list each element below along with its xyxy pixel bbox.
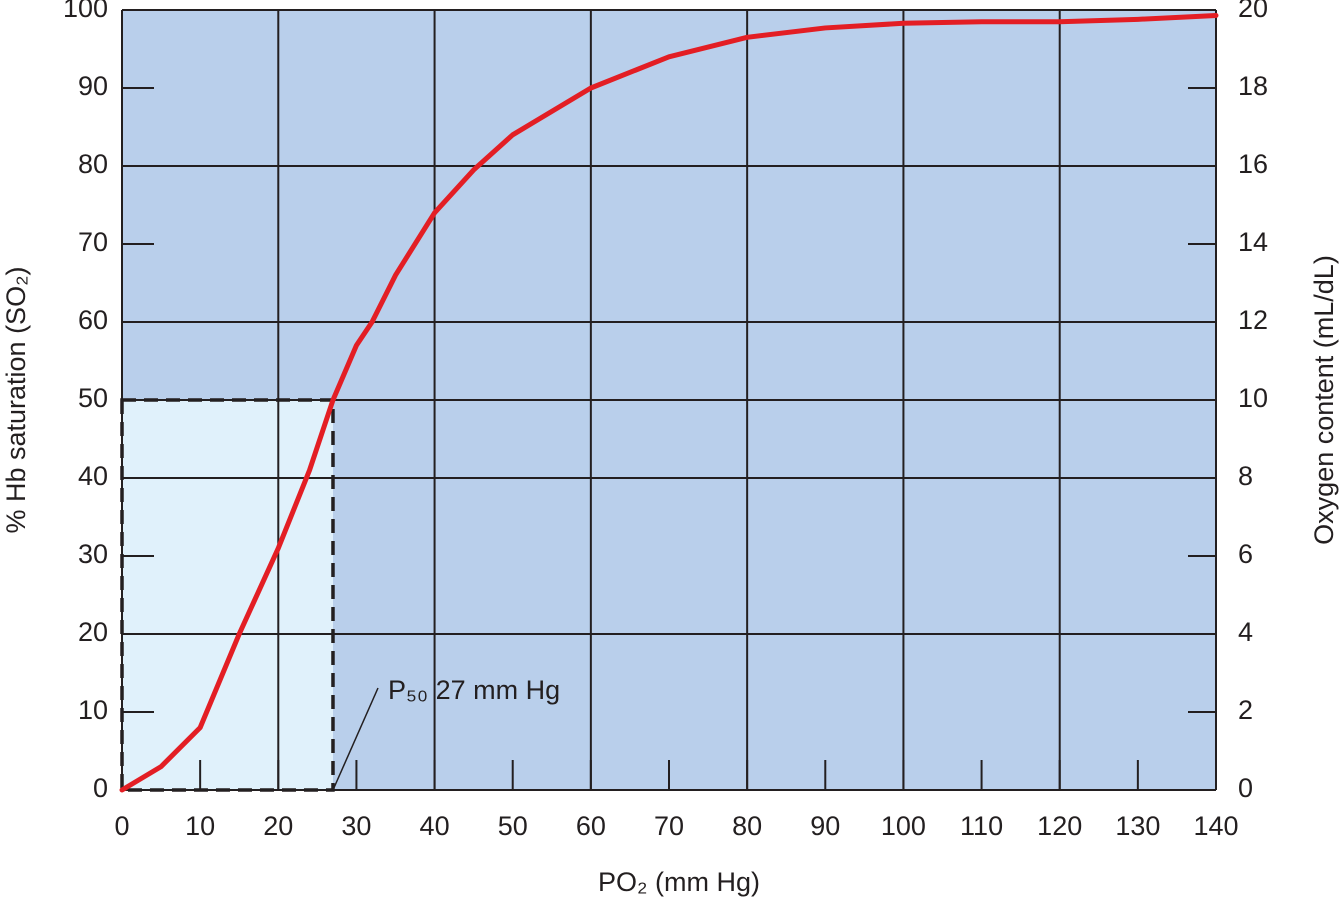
annotation-leader xyxy=(332,687,379,791)
y2-tick-label: 4 xyxy=(1238,617,1253,647)
x-tick-label: 20 xyxy=(263,811,293,841)
x-tick-label: 10 xyxy=(185,811,215,841)
x-tick-label: 140 xyxy=(1193,811,1238,841)
y2-tick-label: 8 xyxy=(1238,461,1253,491)
x-tick-label: 120 xyxy=(1037,811,1082,841)
x-axis-label: PO₂ (mm Hg) xyxy=(598,867,760,897)
y2-axis-label: Oxygen content (mL/dL) xyxy=(1309,255,1339,545)
y2-tick-label: 6 xyxy=(1238,539,1253,569)
y2-tick-label: 0 xyxy=(1238,773,1253,803)
x-tick-label: 60 xyxy=(576,811,606,841)
y-tick-label: 90 xyxy=(78,71,108,101)
y2-tick-label: 2 xyxy=(1238,695,1253,725)
x-tick-label: 40 xyxy=(420,811,450,841)
x-tick-label: 30 xyxy=(341,811,371,841)
y-tick-label: 100 xyxy=(63,0,108,23)
y-tick-label: 20 xyxy=(78,617,108,647)
y-tick-label: 10 xyxy=(78,695,108,725)
y-tick-label: 50 xyxy=(78,383,108,413)
x-tick-label: 50 xyxy=(498,811,528,841)
y-tick-label: 0 xyxy=(93,773,108,803)
y-tick-label: 60 xyxy=(78,305,108,335)
y2-tick-label: 10 xyxy=(1238,383,1268,413)
x-tick-label: 110 xyxy=(960,811,1003,841)
y-tick-label: 80 xyxy=(78,149,108,179)
y2-tick-label: 16 xyxy=(1238,149,1268,179)
x-tick-label: 130 xyxy=(1115,811,1160,841)
y-tick-label: 30 xyxy=(78,539,108,569)
x-tick-label: 0 xyxy=(114,811,129,841)
y-axis-label: % Hb saturation (SO₂) xyxy=(1,266,31,533)
x-tick-label: 100 xyxy=(881,811,926,841)
y2-tick-label: 12 xyxy=(1238,305,1268,335)
x-tick-label: 90 xyxy=(810,811,840,841)
y2-tick-label: 18 xyxy=(1238,71,1268,101)
curve xyxy=(119,12,1219,793)
y2-tick-label: 20 xyxy=(1238,0,1268,23)
x-tick-label: 70 xyxy=(654,811,684,841)
x-tick-label: 80 xyxy=(732,811,762,841)
y-tick-label: 40 xyxy=(78,461,108,491)
y-tick-label: 70 xyxy=(78,227,108,257)
p50-box xyxy=(122,400,333,790)
y2-tick-label: 14 xyxy=(1238,227,1268,257)
annotation-text: P₅₀ 27 mm Hg xyxy=(388,675,560,705)
